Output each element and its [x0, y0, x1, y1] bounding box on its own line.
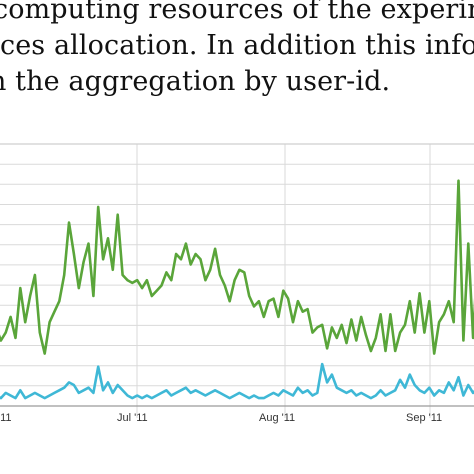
- body-text-line-1: computing resources of the experim: [0, 0, 474, 25]
- chart-frame: [0, 143, 474, 407]
- x-tick-label-jul: Jul '11: [117, 412, 148, 424]
- chart-series: [0, 179, 474, 400]
- x-axis: '11 Jul '11 Aug '11 Sep '11: [0, 412, 442, 424]
- series-line-2: [0, 362, 474, 400]
- body-text-line-2: rces allocation. In addition this infor: [0, 30, 474, 61]
- x-tick-label-sep: Sep '11: [406, 412, 442, 424]
- chart-grid: [0, 143, 474, 418]
- x-tick-label-jun: '11: [0, 412, 12, 424]
- series-line-1: [0, 179, 474, 355]
- paper-body-text: computing resources of the experim rces …: [0, 0, 474, 100]
- body-text-line-3: n the aggregation by user-id.: [0, 66, 391, 97]
- x-tick-label-aug: Aug '11: [259, 412, 295, 424]
